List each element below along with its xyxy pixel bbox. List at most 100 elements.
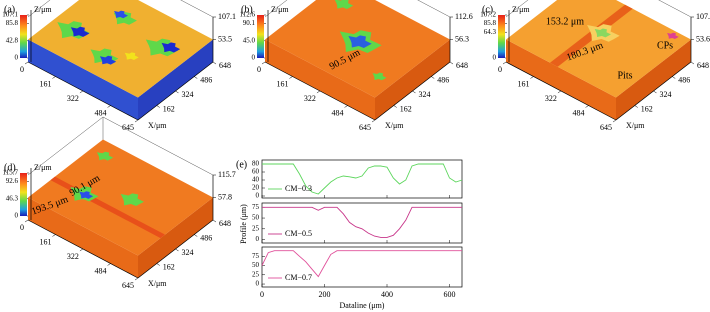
surface-wall: [375, 39, 450, 120]
surface-feature: [348, 35, 372, 48]
surface-feature: [161, 42, 181, 53]
surface-feature: [96, 151, 114, 161]
y-tick-label: 60: [252, 168, 260, 176]
x-tick-label: 161: [276, 79, 288, 88]
x-tick: [134, 277, 139, 281]
y-tick: [431, 76, 435, 79]
z-tick-label: 53.6: [696, 34, 710, 43]
x-tick-label: 161: [39, 79, 51, 88]
profile-line: [262, 206, 462, 238]
x-tick: [79, 90, 84, 94]
surface-wall: [138, 197, 213, 278]
surface-feature: [70, 26, 90, 37]
x-tick-label: 0: [257, 65, 261, 74]
colorbar-tick-label: 46.3: [6, 194, 19, 202]
y-tick-label: 80: [252, 160, 260, 168]
y-tick-label: 648: [697, 61, 709, 70]
y-tick-label: 648: [456, 61, 468, 70]
z-tick-label: 115.7: [218, 170, 236, 179]
x-tick: [557, 90, 562, 94]
colorbar: [20, 15, 27, 58]
y-tick-label: 25: [252, 270, 260, 278]
annotation: CPs: [657, 40, 673, 51]
y-tick-label: 25: [252, 224, 260, 232]
x-tick: [585, 105, 589, 108]
x-tick: [107, 105, 111, 108]
x-tick: [107, 263, 111, 266]
z-tick-label: 107.2: [696, 12, 710, 21]
colorbar-tick-label: 107.2: [480, 11, 496, 19]
y-tick-label: 75: [252, 203, 260, 211]
colorbar-tick-label: 90.1: [243, 19, 256, 27]
plot-frame: [261, 159, 463, 199]
surface-wall: [265, 39, 375, 120]
z-axis-label: Z/μm: [512, 5, 530, 14]
box-edge: [27, 116, 214, 176]
x-axis: [27, 61, 139, 121]
surface-feature: [372, 72, 387, 81]
colorbar-tick-label: 64.3: [484, 28, 497, 36]
x-tick: [502, 61, 507, 65]
surface-band: [550, 4, 633, 67]
x-tick: [289, 76, 293, 79]
plot-frame: [261, 202, 463, 244]
colorbar-tick-label: 115.7: [3, 169, 19, 177]
x-tick: [79, 248, 84, 252]
x-tick-label: 161: [39, 237, 51, 246]
x-tick-label: 484: [95, 108, 107, 117]
colorbar-tick-label: 85.8: [6, 19, 19, 27]
z-axis-label: Z/μm: [34, 163, 52, 172]
surface-feature: [124, 52, 139, 60]
y-tick-label: 486: [678, 75, 690, 84]
y-axis-label: Profile (μm): [239, 204, 248, 244]
y-tick-label: 20: [252, 184, 260, 192]
y-tick: [156, 105, 160, 108]
surface-wall: [138, 39, 213, 120]
panel-label: (c): [482, 4, 493, 15]
x-tick-label: 0: [498, 65, 502, 74]
x-tick-label: 484: [573, 108, 585, 117]
y-tick: [672, 76, 676, 79]
x-axis-label: X/μm: [385, 121, 404, 130]
y-tick-label: 162: [163, 262, 175, 271]
x-tick: [261, 61, 266, 65]
colorbar-tick-label: 0: [252, 54, 256, 62]
surface-feature: [667, 32, 679, 40]
legend-label: CM−0.3: [285, 184, 312, 193]
x-axis: [27, 219, 139, 279]
panel-label: (b): [241, 4, 253, 15]
panel-label: (d): [4, 162, 16, 173]
x-axis-label: X/μm: [148, 121, 167, 130]
profile-line: [261, 250, 462, 278]
colorbar: [498, 15, 505, 58]
x-tick-label: 645: [359, 123, 371, 132]
y-tick-label: 162: [163, 104, 175, 113]
z-tick-label: 112.6: [455, 12, 473, 21]
colorbar-tick-label: 0: [493, 54, 497, 62]
x-axis-label: X/μm: [626, 121, 645, 130]
surface-feature: [113, 10, 128, 19]
z-axis-label: Z/μm: [271, 5, 289, 14]
x-tick: [24, 219, 29, 223]
y-tick-label: 50: [252, 214, 260, 222]
y-tick: [653, 90, 657, 94]
x-tick-label: 484: [332, 108, 344, 117]
y-tick-label: 648: [219, 219, 231, 228]
y-tick-label: 486: [200, 75, 212, 84]
x-tick-label: 600: [444, 290, 456, 299]
surface-top: [506, 0, 691, 98]
x-axis-label: X/μm: [148, 279, 167, 288]
colorbar-tick-label: 0: [15, 212, 19, 220]
y-tick-label: 324: [182, 90, 194, 99]
surface-wall: [506, 39, 616, 120]
x-tick-label: 484: [95, 266, 107, 275]
surface-feature: [145, 38, 179, 57]
surface-feature: [99, 55, 117, 65]
z-tick-label: 107.1: [218, 12, 236, 21]
legend-label: CM−0.7: [285, 273, 312, 282]
y-tick: [449, 61, 454, 65]
surface-top: [28, 139, 213, 256]
y-tick-label: 162: [641, 104, 653, 113]
x-axis: [505, 61, 617, 121]
x-tick: [371, 119, 376, 123]
